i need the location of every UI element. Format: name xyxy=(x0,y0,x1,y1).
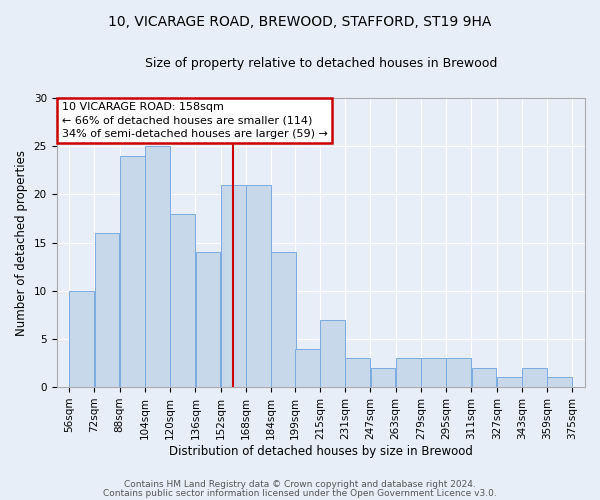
Bar xyxy=(196,252,220,387)
Bar xyxy=(145,146,170,387)
Y-axis label: Number of detached properties: Number of detached properties xyxy=(15,150,28,336)
Bar xyxy=(446,358,471,387)
Bar xyxy=(547,378,572,387)
Bar xyxy=(371,368,395,387)
Text: 10, VICARAGE ROAD, BREWOOD, STAFFORD, ST19 9HA: 10, VICARAGE ROAD, BREWOOD, STAFFORD, ST… xyxy=(109,15,491,29)
Bar xyxy=(295,348,320,387)
Bar xyxy=(522,368,547,387)
Bar xyxy=(472,368,496,387)
Title: Size of property relative to detached houses in Brewood: Size of property relative to detached ho… xyxy=(145,58,497,70)
Bar xyxy=(346,358,370,387)
Bar xyxy=(396,358,421,387)
Bar xyxy=(246,185,271,387)
Bar xyxy=(120,156,145,387)
Text: Contains public sector information licensed under the Open Government Licence v3: Contains public sector information licen… xyxy=(103,488,497,498)
Bar xyxy=(497,378,521,387)
Bar xyxy=(70,291,94,387)
Bar xyxy=(95,233,119,387)
Bar xyxy=(170,214,195,387)
X-axis label: Distribution of detached houses by size in Brewood: Distribution of detached houses by size … xyxy=(169,444,473,458)
Bar xyxy=(421,358,446,387)
Text: 10 VICARAGE ROAD: 158sqm
← 66% of detached houses are smaller (114)
34% of semi-: 10 VICARAGE ROAD: 158sqm ← 66% of detach… xyxy=(62,102,328,139)
Bar xyxy=(271,252,296,387)
Bar xyxy=(221,185,245,387)
Bar xyxy=(320,320,345,387)
Text: Contains HM Land Registry data © Crown copyright and database right 2024.: Contains HM Land Registry data © Crown c… xyxy=(124,480,476,489)
